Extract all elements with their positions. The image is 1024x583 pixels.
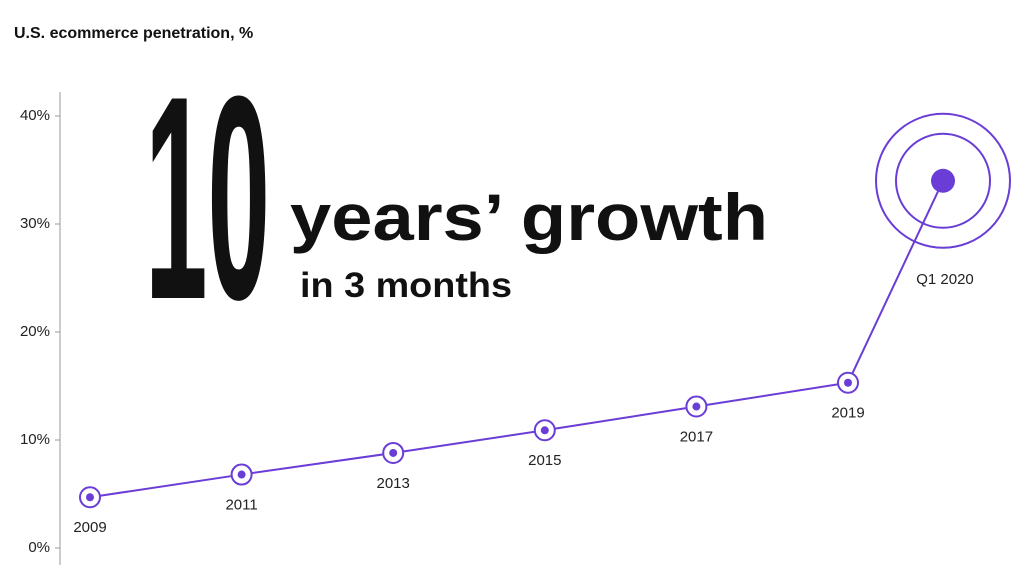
point (237, 470, 246, 479)
y-tick-label: 30% (20, 215, 50, 232)
y-tick-label: 10% (20, 431, 50, 448)
x-label: 2017 (680, 428, 713, 445)
x-label: 2019 (831, 405, 864, 422)
point (844, 378, 852, 387)
headline-number: 10 (145, 36, 270, 360)
x-label: 2011 (225, 497, 257, 514)
point (86, 493, 94, 502)
y-tick-label: 20% (20, 323, 50, 340)
x-label: Q1 2020 (916, 271, 974, 288)
y-tick-label: 40% (20, 107, 50, 124)
x-label: 2013 (377, 475, 410, 492)
point (389, 448, 398, 457)
headline: years’ growth (290, 180, 768, 254)
x-label: 2015 (528, 452, 561, 469)
point (692, 402, 701, 411)
chart-title: U.S. ecommerce penetration, % (14, 25, 253, 42)
highlight-ring (895, 132, 991, 229)
y-tick-label: 0% (28, 539, 50, 556)
subheadline: in 3 months (300, 266, 512, 305)
highlight-ring (875, 112, 1011, 249)
point (540, 426, 549, 435)
point (931, 168, 955, 193)
x-label: 2009 (73, 519, 106, 536)
